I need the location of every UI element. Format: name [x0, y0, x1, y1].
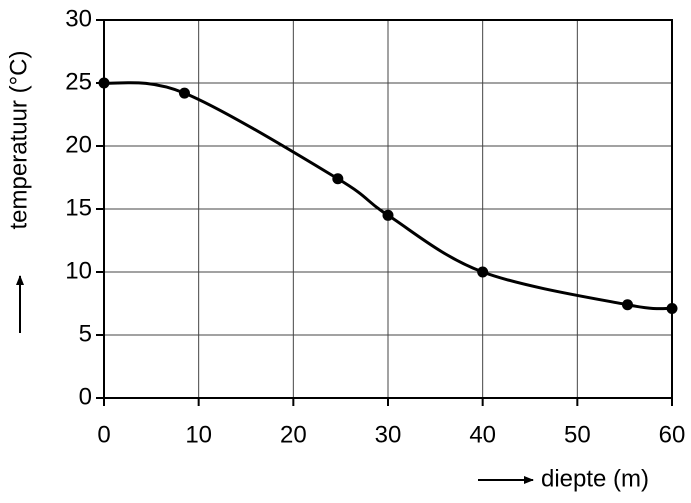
- y-tick-label: 15: [65, 194, 92, 221]
- data-point: [98, 77, 110, 89]
- data-point: [178, 87, 190, 99]
- data-point: [332, 173, 344, 185]
- y-tick-label: 25: [65, 68, 92, 95]
- x-tick-label: 50: [564, 421, 591, 448]
- plot-frame: [103, 19, 673, 399]
- x-tick-label: 40: [469, 421, 496, 448]
- x-tick-label: 10: [185, 421, 212, 448]
- data-point: [622, 299, 634, 311]
- data-point: [382, 209, 394, 221]
- y-tick-label: 30: [65, 5, 92, 32]
- data-point: [477, 266, 489, 278]
- x-tick-label: 30: [375, 421, 402, 448]
- x-tick-label: 20: [280, 421, 307, 448]
- y-tick-label: 5: [79, 320, 92, 347]
- x-axis-label: diepte (m): [541, 465, 649, 492]
- y-tick-label: 20: [65, 131, 92, 158]
- x-tick-label: 60: [659, 421, 686, 448]
- y-tick-label: 10: [65, 257, 92, 284]
- y-axis-label: temperatuur (°C): [5, 51, 32, 230]
- y-tick-label: 0: [79, 383, 92, 410]
- x-tick-label: 0: [97, 421, 110, 448]
- data-point: [666, 303, 678, 315]
